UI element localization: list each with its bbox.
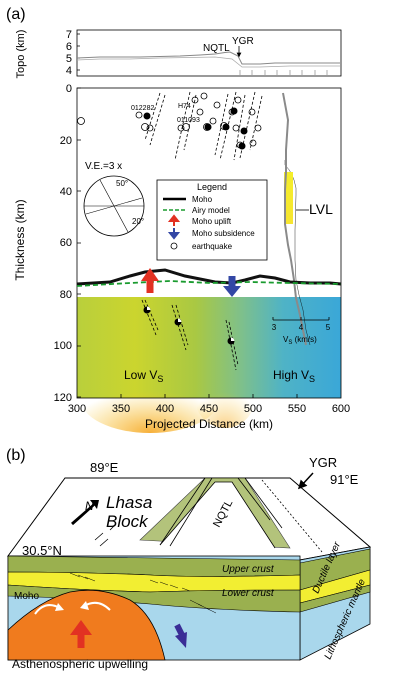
legend-subsidence-icon [167,228,181,240]
lvl-label: LVL [309,201,333,217]
focal-mechanisms-shallow [143,107,248,150]
xtick-400: 400 [156,403,174,415]
ytick-120: 120 [54,392,72,404]
topo-ytick-4: 4 [66,65,72,77]
ytick-60: 60 [60,237,72,249]
topo-panel: Topo (km) 7 6 5 4 NQTL YGR [15,29,342,79]
topo-profile-upper [76,51,340,65]
topo-frame [76,29,342,77]
xtick-500: 500 [244,403,262,415]
north-arrow: N [71,499,99,527]
vs-tick-5: 5 [326,323,331,332]
ve-label: V.E.=3 x [85,161,122,172]
vs-profile: LVL 3 4 5 VS (km/s) [272,92,333,346]
xtick-350: 350 [112,403,130,415]
xtick-450: 450 [200,403,218,415]
block-label-line1: Lhasa [106,493,152,512]
upper-crust-label: Upper crust [222,564,275,575]
ygr-pointer [297,472,314,490]
shear-marks [69,572,217,614]
moho-label: Moho [14,591,39,602]
moho-subsidence-arrow [223,286,241,297]
deep-faults [141,299,239,371]
legend-title: Legend [197,182,227,192]
panel-a-label: (a) [6,6,26,23]
lon-91e: 91°E [330,472,359,487]
asthenosphere-label: Asthenospheric upwelling [12,657,148,671]
xtick-300: 300 [68,403,86,415]
high-vs-label: High VS [273,368,315,384]
moho-uplift-arrow [141,268,159,281]
legend: Legend Moho Airy model Moho uplift Moho … [156,179,268,261]
vs-tick-4: 4 [299,323,304,332]
xtick-550: 550 [288,403,306,415]
angle-50: 50° [116,179,128,188]
ygr-label: YGR [309,455,337,470]
legend-moho: Moho [192,195,213,204]
convection-arrow-left [55,603,64,611]
asthenosphere [7,589,166,661]
convection-arrow-right [80,601,89,610]
block-diagram: 89°E 91°E 30.5°N YGR N Lhasa Block NQTL … [7,455,372,671]
event-h74: H74 [178,103,191,110]
distance-xlabel: Projected Distance (km) [145,417,273,431]
topo-ytick-7: 7 [66,29,72,41]
ytick-0: 0 [66,83,72,95]
legend-earthquake: earthquake [192,242,233,251]
topo-label-ygr: YGR [232,36,254,47]
north-label: N [85,499,94,513]
topo-label-nqtl: NQTL [203,43,230,54]
vs-tick-3: 3 [272,323,277,332]
legend-airy: Airy model [192,206,230,215]
vs-curve [282,92,307,346]
stereonet: 50° 20° [83,175,145,237]
earthquakes-shallow [77,92,262,149]
upwelling-arrow [70,620,92,635]
low-vs-label: Low VS [124,368,163,384]
angle-20: 20° [132,217,144,226]
thickness-ylabel: Thickness (km) [13,199,27,280]
vs-inset-label: VS (km/s) [283,335,317,346]
legend-subsidence: Moho subsidence [192,229,255,238]
event-012282: 012282 [131,105,154,112]
legend-uplift: Moho uplift [192,217,232,226]
topo-profile-lower [76,56,340,68]
xtick-600: 600 [332,403,350,415]
event-011093: 011093 [177,117,200,124]
topo-ylabel: Topo (km) [15,30,27,79]
moho-line [76,268,342,286]
ytick-40: 40 [60,186,72,198]
ytick-20: 20 [60,135,72,147]
topo-ytick-6: 6 [66,41,72,53]
ytick-100: 100 [54,340,72,352]
legend-eq-icon [170,242,178,250]
legend-uplift-icon [167,214,181,226]
lvl-zone [284,172,293,224]
panel-b-label: (b) [6,447,26,464]
lat-30-5n: 30.5°N [22,543,62,558]
downwelling-arrow [175,632,187,648]
block-label-line2: Block [106,512,149,531]
main-panel: Thickness (km) 0 20 40 60 80 100 120 300… [13,83,350,433]
topo-ytick-5: 5 [66,53,72,65]
lower-crust-label: Lower crust [222,588,275,599]
ytick-80: 80 [60,289,72,301]
lon-89e: 89°E [90,460,119,475]
